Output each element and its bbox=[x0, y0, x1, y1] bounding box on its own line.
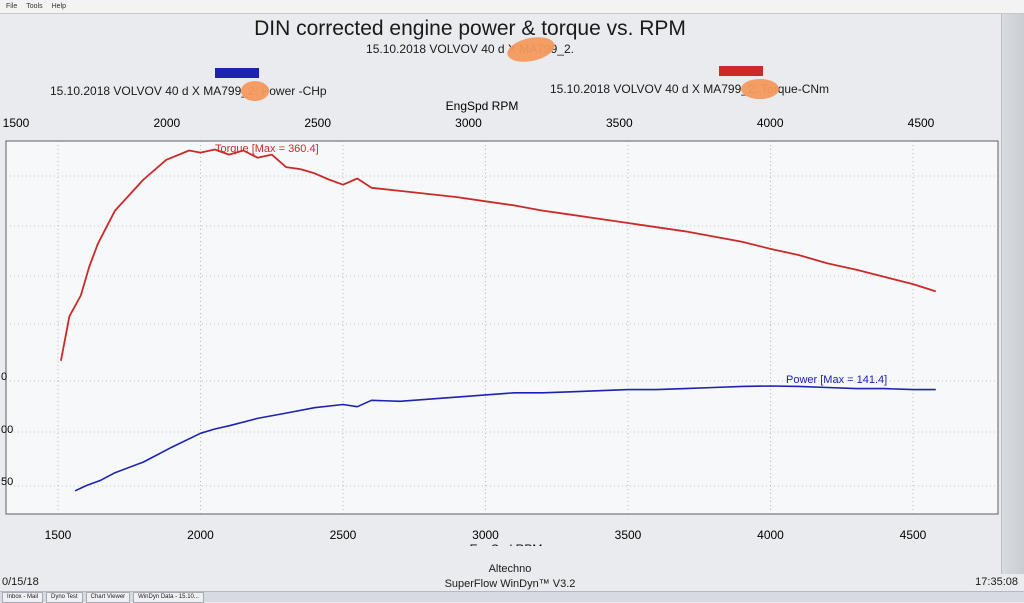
power-series-line bbox=[74, 385, 936, 492]
bottom-axis-tick-label: 1500 bbox=[45, 528, 72, 542]
top-axis-tick-label: 2000 bbox=[153, 116, 180, 130]
top-axis-tick-label: 3000 bbox=[455, 116, 482, 130]
dyno-chart: EngSpd RPM 1500 2000 2500 3000 3500 4000 4500 15… bbox=[1, 99, 999, 546]
bottom-axis-tick-label: 3500 bbox=[615, 528, 642, 542]
plot-area bbox=[5, 140, 999, 515]
left-axis-tick-label: 0 bbox=[1, 371, 7, 383]
top-axis-tick-label: 1500 bbox=[3, 116, 30, 130]
bottom-axis-tick-label: 4000 bbox=[757, 528, 784, 542]
taskbar-item[interactable]: Chart Viewer bbox=[85, 591, 131, 603]
taskbar-item[interactable]: Inbox - Mail bbox=[2, 591, 44, 603]
bottom-axis-label: EngSpd RPM bbox=[470, 542, 543, 546]
power-max-annotation: Power [Max = 141.4] bbox=[786, 374, 887, 386]
status-time: 17:35:08 bbox=[975, 576, 1018, 588]
torque-series-line bbox=[60, 148, 937, 361]
top-axis-label: EngSpd RPM bbox=[446, 99, 519, 113]
menu-tools[interactable]: Tools bbox=[26, 3, 43, 10]
redaction-blot-power-legend bbox=[241, 81, 269, 101]
status-branding: Altechno SuperFlow WinDyn™ V3.2 bbox=[380, 562, 640, 592]
menu-bar: File Tools Help bbox=[0, 0, 1024, 14]
menu-file[interactable]: File bbox=[6, 3, 18, 10]
chart-subtitle: 15.10.2018 VOLVOV 40 d X MA799_2. bbox=[366, 42, 574, 56]
torque-max-annotation: Torque [Max = 360.4] bbox=[215, 143, 319, 155]
redaction-blot-torque-legend bbox=[741, 79, 779, 99]
torque-legend-swatch bbox=[719, 66, 763, 76]
power-legend-swatch bbox=[215, 68, 259, 78]
left-axis-tick-label: 50 bbox=[1, 476, 13, 488]
status-company: Altechno bbox=[488, 563, 532, 575]
menu-help[interactable]: Help bbox=[51, 3, 67, 10]
bottom-axis-tick-label: 3000 bbox=[472, 528, 499, 542]
status-software: SuperFlow WinDyn™ V3.2 bbox=[444, 578, 576, 590]
top-axis-tick-label: 4500 bbox=[908, 116, 935, 130]
top-axis-tick-label: 4000 bbox=[757, 116, 784, 130]
top-axis-tick-label: 2500 bbox=[304, 116, 331, 130]
bottom-axis-tick-label: 2000 bbox=[187, 528, 214, 542]
chart-title: DIN corrected engine power & torque vs. … bbox=[254, 17, 686, 40]
bottom-axis-tick-label: 4500 bbox=[900, 528, 927, 542]
taskbar: Inbox - Mail Dyno Test Chart Viewer WinD… bbox=[0, 591, 1024, 603]
taskbar-item[interactable]: Dyno Test bbox=[46, 591, 83, 603]
top-axis-tick-label: 3500 bbox=[606, 116, 633, 130]
status-date: 0/15/18 bbox=[2, 576, 39, 588]
left-axis-tick-label: 00 bbox=[1, 424, 13, 436]
torque-legend-label: 15.10.2018 VOLVOV 40 d X MA799_2: Torque… bbox=[550, 82, 830, 96]
bottom-axis-tick-label: 2500 bbox=[330, 528, 357, 542]
taskbar-item[interactable]: WinDyn Data - 15.10... bbox=[133, 591, 204, 603]
window-edge bbox=[1001, 14, 1024, 574]
